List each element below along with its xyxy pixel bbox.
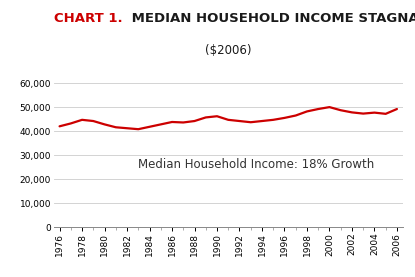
Text: CHART 1.: CHART 1.: [54, 12, 122, 25]
Text: MEDIAN HOUSEHOLD INCOME STAGNATES . . .: MEDIAN HOUSEHOLD INCOME STAGNATES . . .: [127, 12, 415, 25]
Text: ($2006): ($2006): [205, 44, 251, 57]
Text: Median Household Income: 18% Growth: Median Household Income: 18% Growth: [138, 158, 375, 171]
